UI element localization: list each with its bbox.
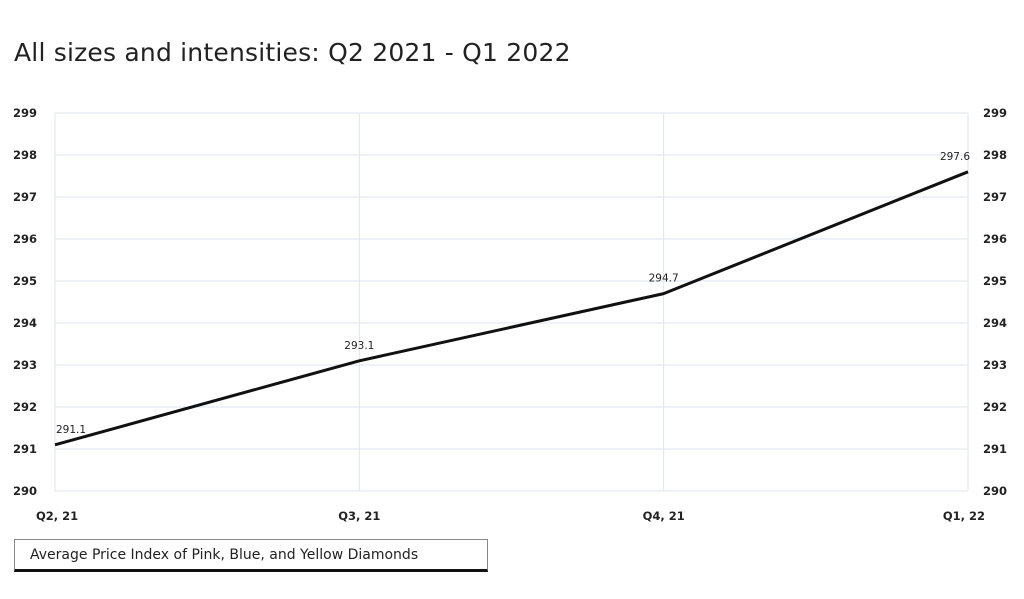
y-tick-label-right: 299 <box>983 106 1007 120</box>
y-tick-label-right: 296 <box>983 232 1007 246</box>
y-tick-label-right: 294 <box>983 316 1007 330</box>
y-tick-label-right: 297 <box>983 190 1007 204</box>
y-tick-label-left: 297 <box>13 190 37 204</box>
y-tick-label-left: 295 <box>13 274 37 288</box>
data-label: 293.1 <box>344 340 374 352</box>
gridlines <box>54 112 969 492</box>
x-tick-label: Q3, 21 <box>338 509 380 523</box>
data-label: 291.1 <box>56 424 86 436</box>
y-tick-label-right: 291 <box>983 442 1007 456</box>
data-labels: 291.1 293.1 294.7 297.6 <box>56 151 970 436</box>
series-line <box>54 170 969 447</box>
y-tick-label-left: 298 <box>13 148 37 162</box>
y-tick-label-left: 290 <box>13 484 37 498</box>
x-tick-label: Q1, 22 <box>943 509 985 523</box>
y-tick-label-left: 293 <box>13 358 37 372</box>
x-tick-label: Q2, 21 <box>36 509 78 523</box>
legend: Average Price Index of Pink, Blue, and Y… <box>14 539 488 572</box>
x-tick-label: Q4, 21 <box>643 509 685 523</box>
y-tick-label-right: 295 <box>983 274 1007 288</box>
y-tick-label-left: 292 <box>13 400 37 414</box>
data-label: 297.6 <box>940 151 970 163</box>
legend-label: Average Price Index of Pink, Blue, and Y… <box>30 546 419 563</box>
data-label: 294.7 <box>649 273 679 285</box>
x-axis: Q2, 21 Q3, 21 Q4, 21 Q1, 22 <box>36 509 985 523</box>
y-tick-label-right: 292 <box>983 400 1007 414</box>
y-axis-right: 290 291 292 293 294 295 296 297 298 299 <box>983 106 1007 498</box>
y-tick-label-right: 298 <box>983 148 1007 162</box>
y-tick-label-left: 296 <box>13 232 37 246</box>
y-tick-label-left: 299 <box>13 106 37 120</box>
chart-title: All sizes and intensities: Q2 2021 - Q1 … <box>14 38 571 67</box>
y-axis-left: 290 291 292 293 294 295 296 297 298 299 <box>13 106 37 498</box>
y-tick-label-right: 290 <box>983 484 1007 498</box>
series-group <box>54 170 969 447</box>
y-tick-label-left: 291 <box>13 442 37 456</box>
y-tick-label-right: 293 <box>983 358 1007 372</box>
y-tick-label-left: 294 <box>13 316 37 330</box>
